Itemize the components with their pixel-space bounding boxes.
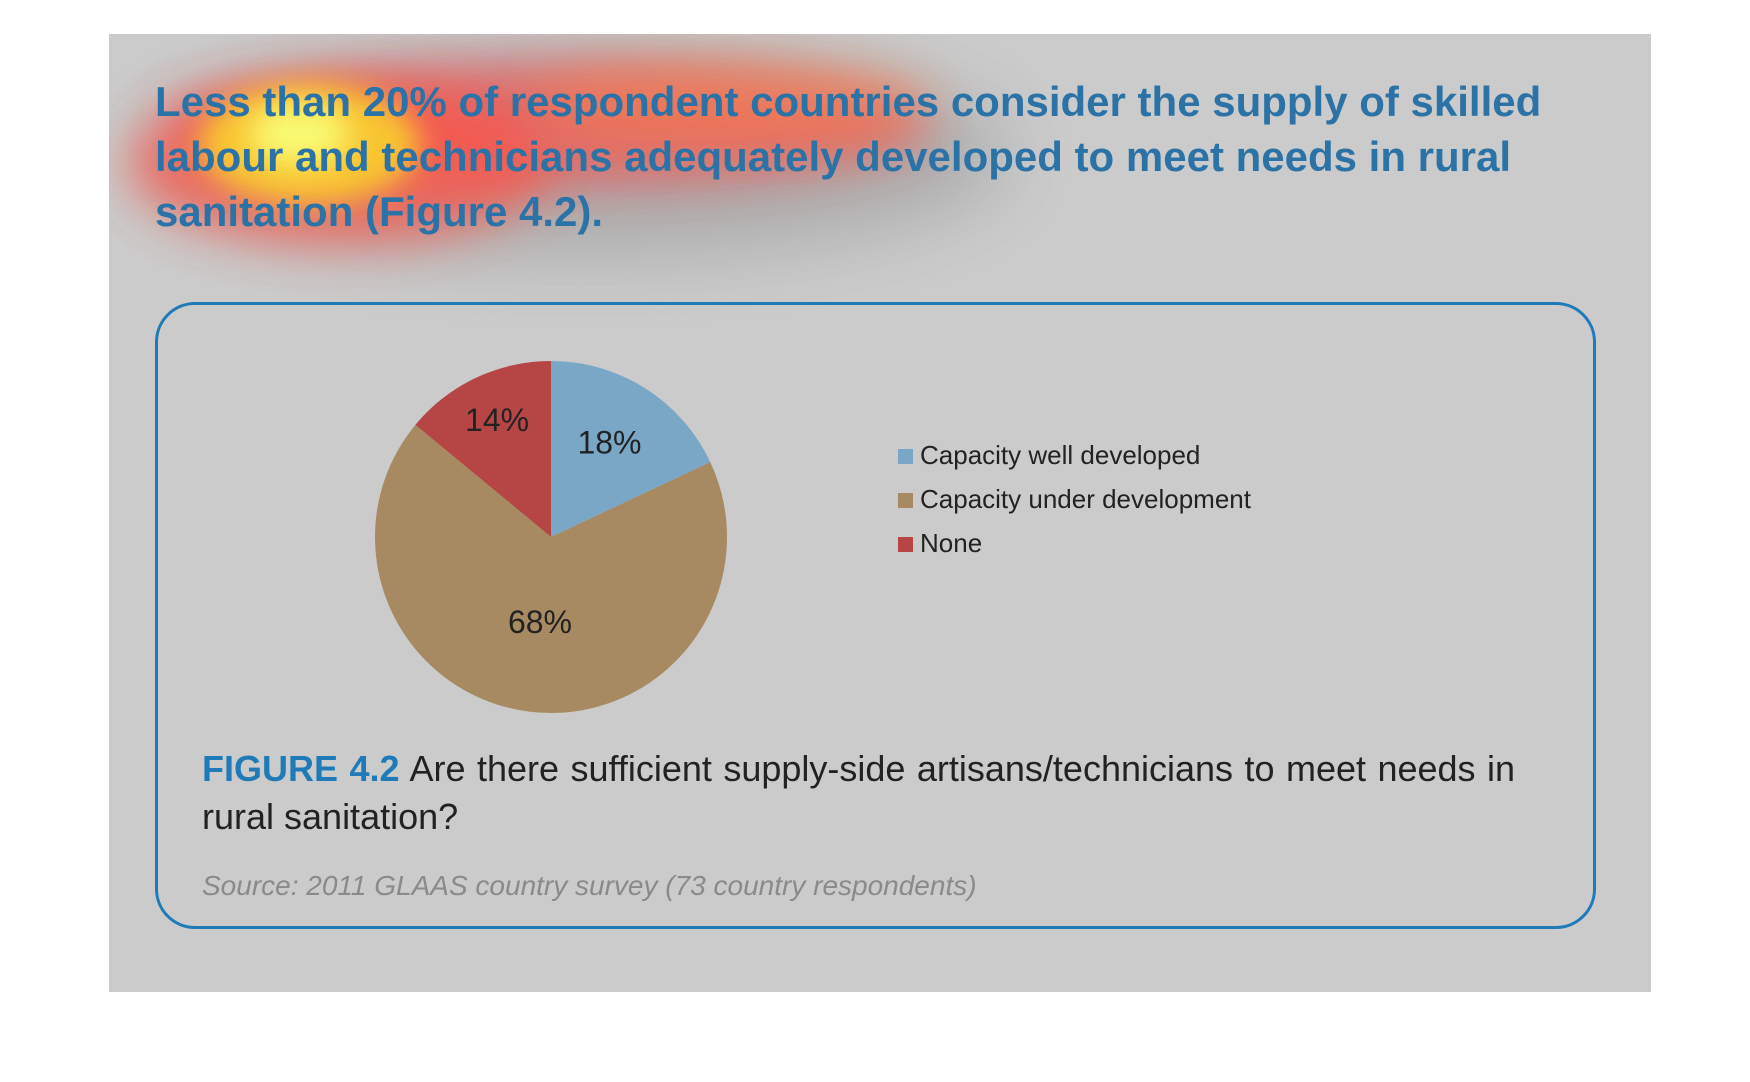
pie-label-0: 18% bbox=[577, 424, 641, 460]
pie-chart: 18%68%14% Capacity well developedCapacit… bbox=[375, 361, 1252, 713]
pie-label-1: 68% bbox=[508, 604, 572, 640]
pie-slices bbox=[375, 361, 728, 713]
figure-source: Source: 2011 GLAAS country survey (73 co… bbox=[202, 870, 977, 901]
legend-swatch-0 bbox=[898, 449, 913, 464]
chart-legend: Capacity well developed Capacity under de… bbox=[898, 440, 1252, 558]
pie-slice-2 bbox=[415, 361, 551, 537]
figure-caption: FIGURE 4.2 Are there sufficient supply-si… bbox=[202, 745, 1515, 841]
legend-label-1: Capacity under development bbox=[920, 484, 1252, 514]
figure-caption-text: Are there sufficient supply-side artisan… bbox=[202, 748, 1515, 837]
document-page: Less than 20% of respondent countries co… bbox=[109, 34, 1651, 992]
pie-labels: 18% 68% 14% bbox=[465, 402, 641, 640]
headline: Less than 20% of respondent countries co… bbox=[155, 78, 1542, 235]
pie-label-2: 14% bbox=[465, 402, 529, 438]
legend-swatch-1 bbox=[898, 493, 913, 508]
legend-swatch-2 bbox=[898, 537, 913, 552]
figure-label: FIGURE 4.2 bbox=[202, 748, 400, 789]
figure-box: 18% 68% 14% Capacity well developed Capacit… bbox=[155, 302, 1596, 929]
pie-slice-1 bbox=[375, 424, 728, 713]
pie-slice-0 bbox=[551, 361, 711, 537]
legend-label-0: Capacity well developed bbox=[920, 440, 1200, 470]
legend-label-2: None bbox=[920, 528, 982, 558]
